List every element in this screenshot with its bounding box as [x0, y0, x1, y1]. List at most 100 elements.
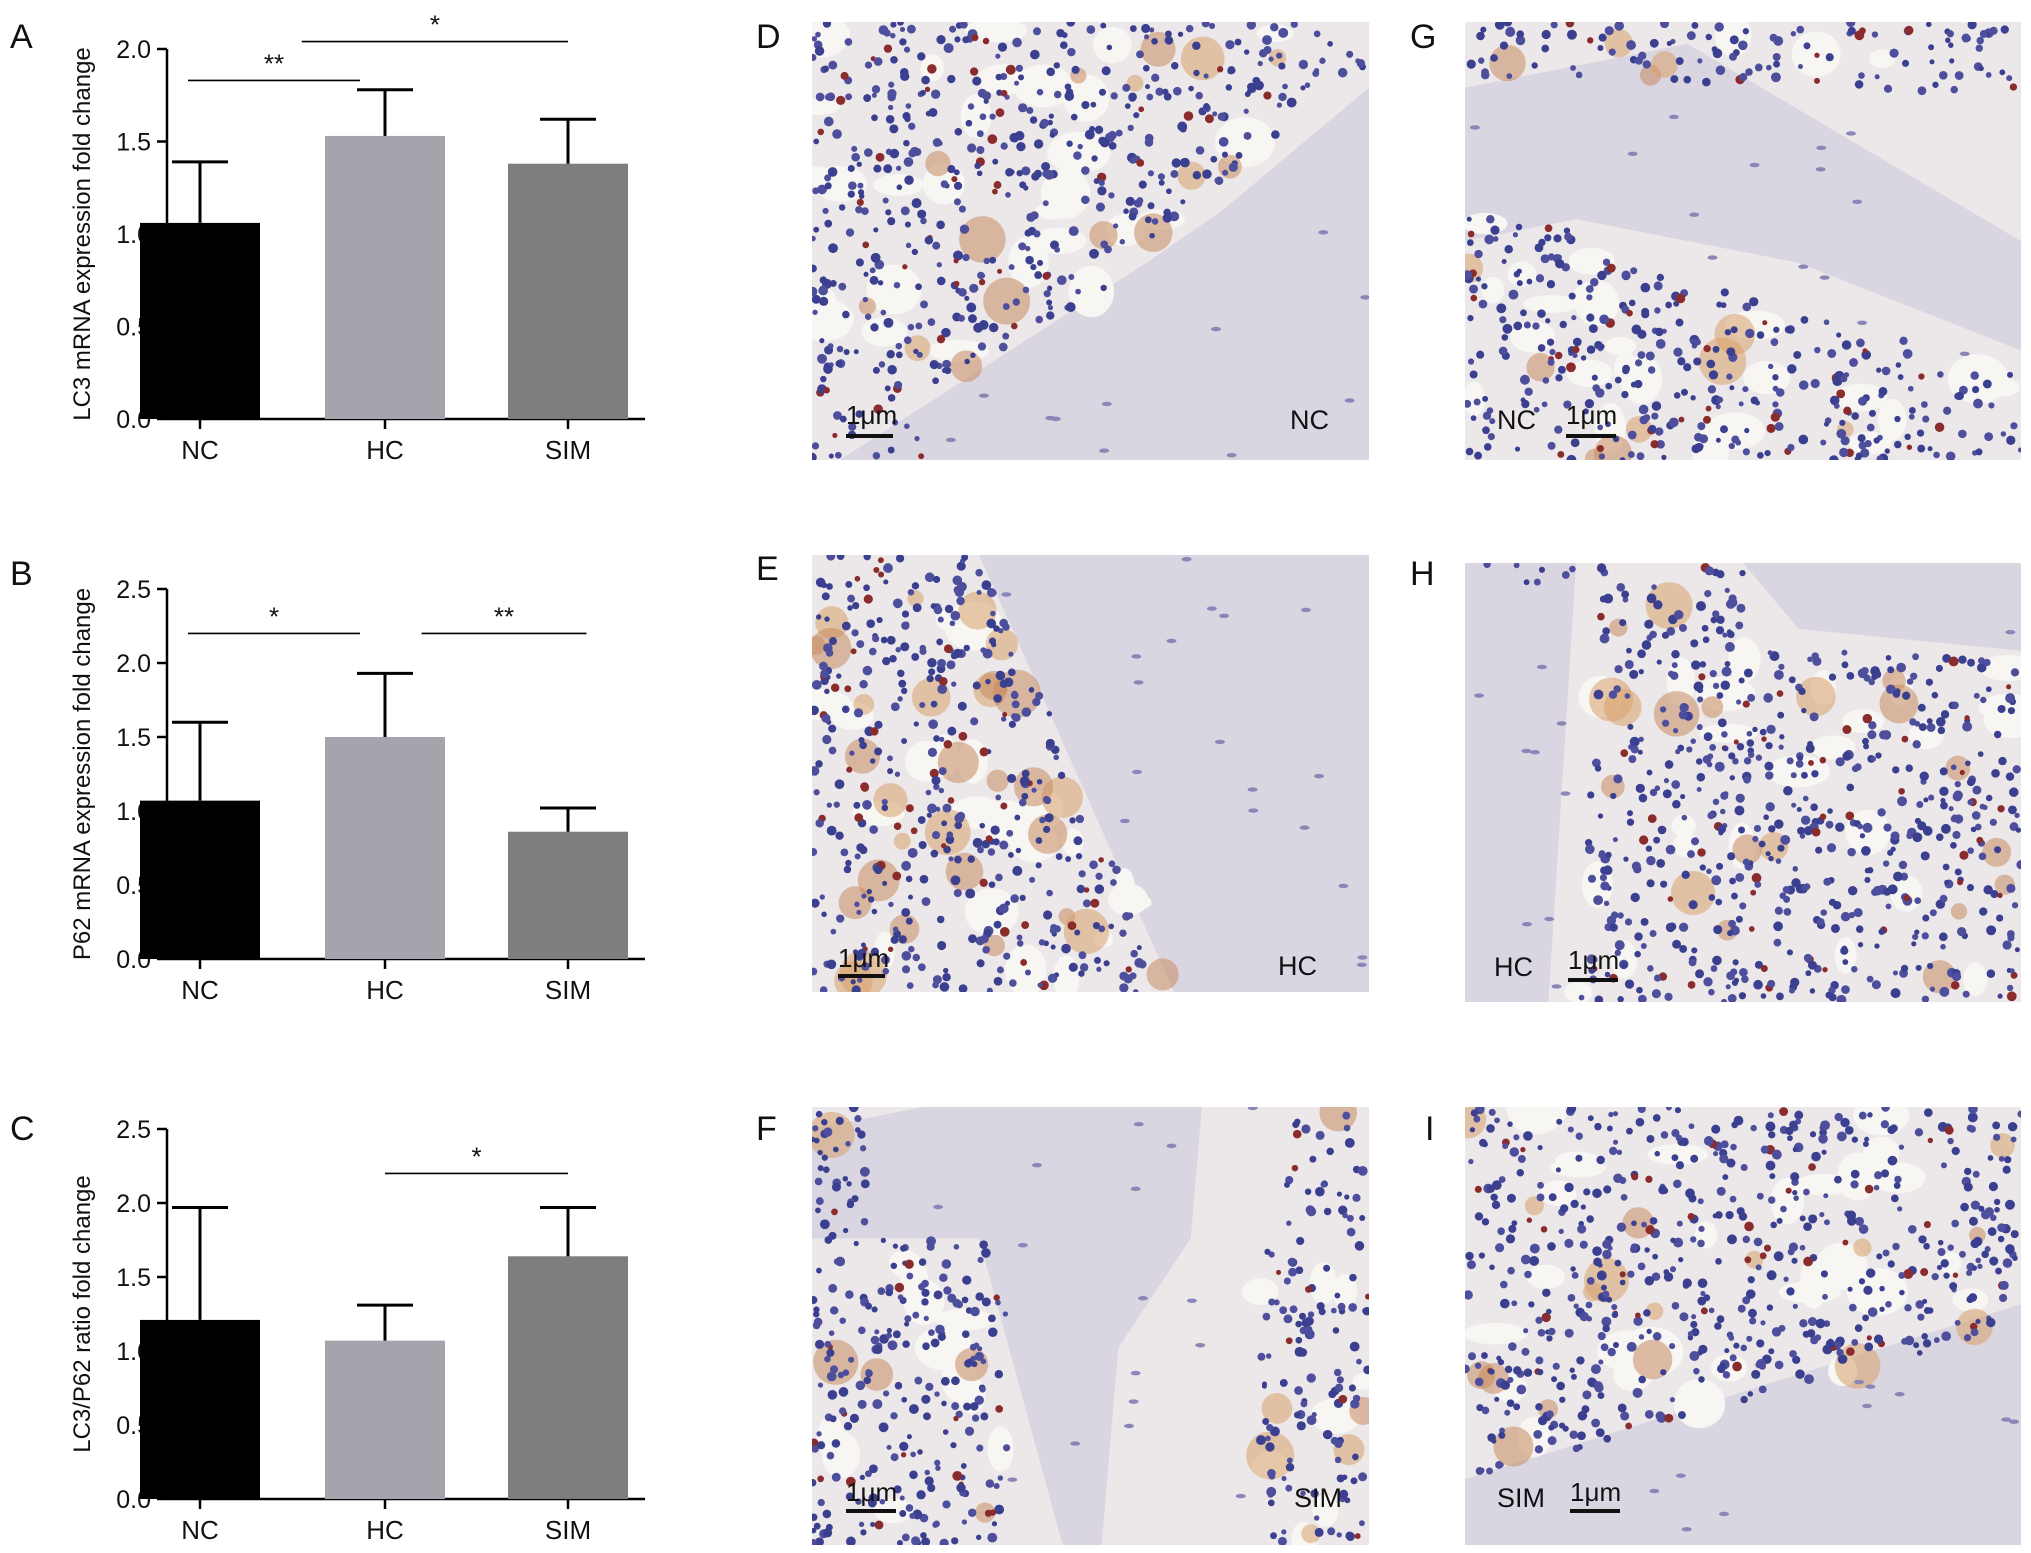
- nucleus: [1715, 1258, 1722, 1265]
- nucleus: [1727, 597, 1738, 608]
- nucleus: [1010, 894, 1019, 903]
- nucleus: [1474, 1377, 1484, 1387]
- nucleus: [1357, 1166, 1368, 1176]
- nucleus: [1683, 75, 1692, 84]
- osteocyte: [1031, 1163, 1042, 1168]
- nucleus: [848, 181, 857, 190]
- nucleus: [841, 621, 851, 631]
- nucleus: [862, 241, 870, 249]
- nucleus: [1705, 405, 1712, 412]
- nucleus: [1170, 170, 1179, 178]
- nucleus: [1638, 668, 1644, 675]
- nucleus: [1650, 440, 1659, 449]
- nucleus: [1046, 711, 1053, 717]
- nucleus: [1544, 234, 1552, 242]
- nucleus: [826, 1348, 835, 1357]
- nucleus: [1702, 77, 1711, 87]
- nucleus: [1629, 736, 1640, 747]
- nucleus: [1599, 874, 1608, 882]
- nucleus: [1871, 31, 1879, 38]
- nucleus: [842, 1227, 849, 1234]
- nucleus: [1605, 382, 1613, 390]
- nucleus: [1847, 1216, 1857, 1226]
- nucleus: [1278, 92, 1287, 102]
- nucleus: [1719, 808, 1726, 815]
- nucleus: [951, 1537, 959, 1545]
- stained-cell: [1645, 1302, 1664, 1320]
- nucleus: [1716, 301, 1723, 308]
- nucleus: [1570, 1266, 1576, 1272]
- nucleus: [1847, 847, 1856, 857]
- nucleus: [973, 322, 984, 333]
- nucleus: [812, 442, 820, 450]
- nucleus: [1047, 973, 1058, 983]
- nucleus: [919, 701, 926, 709]
- nucleus: [1569, 1367, 1575, 1373]
- nucleus: [995, 670, 1006, 681]
- nucleus: [1716, 615, 1725, 624]
- osteocyte: [1166, 1143, 1177, 1149]
- fat-vacuole: [1743, 360, 1791, 395]
- nucleus: [986, 588, 997, 598]
- nucleus: [821, 1118, 828, 1126]
- nucleus: [881, 955, 890, 965]
- nucleus: [890, 702, 900, 712]
- nucleus: [819, 661, 828, 671]
- nucleus: [1068, 273, 1075, 280]
- nucleus: [1476, 350, 1485, 359]
- stained-cell: [1701, 696, 1724, 718]
- nucleus: [1529, 1255, 1540, 1266]
- nucleus: [1026, 106, 1034, 115]
- nucleus: [1478, 1252, 1486, 1259]
- nucleus: [1971, 1265, 1978, 1271]
- nucleus: [1972, 785, 1982, 795]
- nucleus: [1162, 213, 1172, 223]
- nucleus: [1939, 894, 1948, 903]
- nucleus: [1646, 1328, 1652, 1334]
- nucleus: [1575, 71, 1583, 79]
- nucleus: [869, 1464, 878, 1474]
- nucleus: [2007, 1121, 2018, 1132]
- fat-vacuole: [1510, 321, 1556, 353]
- nucleus: [1112, 865, 1121, 875]
- nucleus: [1780, 1205, 1787, 1213]
- nucleus: [1809, 988, 1816, 994]
- nucleus: [812, 1321, 821, 1330]
- nucleus: [1606, 263, 1616, 273]
- nucleus: [1592, 1188, 1602, 1199]
- fat-vacuole: [964, 888, 1019, 936]
- nucleus: [1894, 1175, 1902, 1184]
- nucleus: [1715, 65, 1726, 76]
- nucleus: [1791, 802, 1797, 808]
- nucleus: [1847, 1286, 1853, 1292]
- nucleus: [899, 1510, 907, 1517]
- nucleus: [1923, 1242, 1930, 1250]
- nucleus: [1022, 286, 1030, 294]
- nucleus: [933, 605, 943, 615]
- nucleus: [1787, 1135, 1793, 1142]
- nucleus: [1687, 1334, 1694, 1341]
- nucleus: [958, 984, 968, 992]
- osteocyte: [1675, 1473, 1686, 1478]
- nucleus: [815, 92, 825, 102]
- nucleus: [905, 103, 912, 109]
- nucleus: [943, 1286, 952, 1295]
- nucleus: [1609, 1146, 1618, 1156]
- y-tick-label: 2.5: [116, 1116, 151, 1144]
- nucleus: [1632, 893, 1638, 899]
- nucleus: [1778, 663, 1785, 670]
- nucleus: [846, 1181, 852, 1187]
- nucleus: [1483, 563, 1491, 569]
- nucleus: [1715, 626, 1725, 635]
- nucleus: [1754, 400, 1760, 406]
- stained-cell: [1745, 1250, 1764, 1269]
- nucleus: [1919, 771, 1929, 781]
- nucleus: [1890, 988, 1901, 999]
- nucleus: [997, 268, 1003, 274]
- nucleus: [933, 575, 941, 584]
- nucleus: [888, 901, 894, 908]
- nucleus: [1110, 879, 1117, 886]
- fat-vacuole: [1005, 944, 1047, 992]
- nucleus: [1703, 732, 1713, 742]
- nucleus: [834, 779, 845, 790]
